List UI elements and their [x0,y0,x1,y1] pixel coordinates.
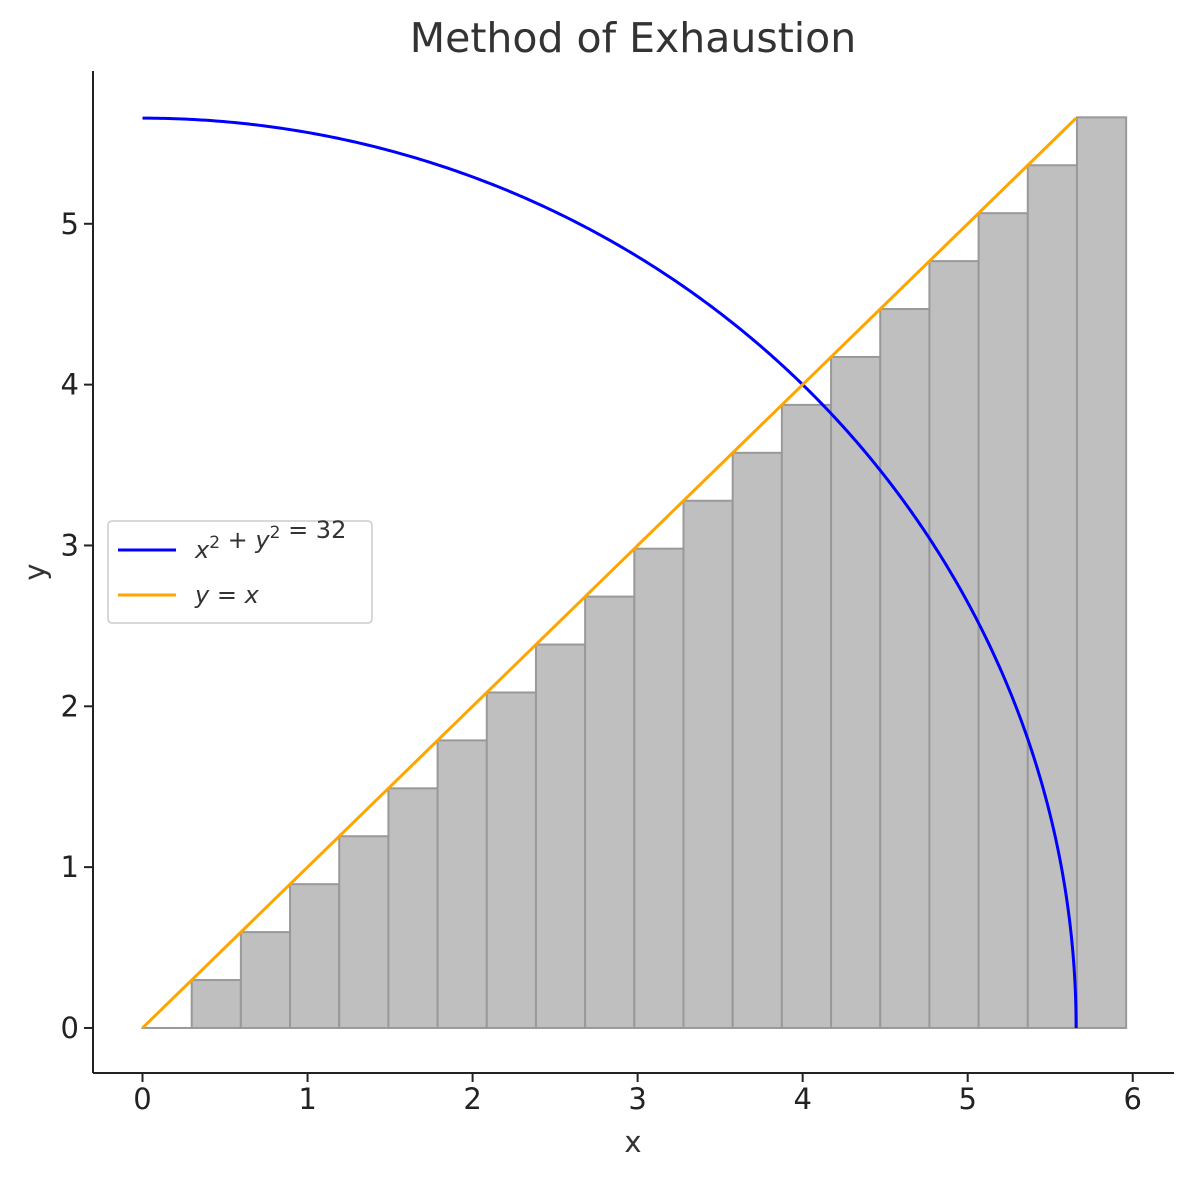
y-tick-label-4: 4 [61,368,79,402]
bar-6 [436,739,488,1029]
series-group [141,116,1078,1030]
bar-4 [338,835,390,1029]
bar-8 [534,643,587,1029]
bar-14 [830,355,882,1029]
bar-16 [928,260,980,1029]
legend-frame [107,520,373,624]
bar-12 [731,451,783,1029]
legend-entry-circle: x2 + y2 = 32 [194,516,346,564]
legend: x2 + y2 = 32 y = x [107,516,373,624]
bar-5 [387,787,439,1029]
series-line-1 [141,117,1078,1030]
bar-1 [190,979,242,1029]
bar-2 [239,931,292,1029]
bar-17 [977,212,1029,1029]
chart-title: Method of Exhaustion [410,14,857,62]
bar-18 [1026,164,1078,1029]
bar-3 [289,883,341,1029]
y-tick-label-5: 5 [61,207,79,241]
x-tick-label-4: 4 [793,1082,811,1116]
bars-group [141,116,1128,1029]
bar-13 [780,403,833,1029]
x-tick-label-5: 5 [958,1082,976,1116]
x-tick-label-6: 6 [1124,1082,1142,1116]
y-tick-label-3: 3 [61,528,79,562]
y-tick-label-1: 1 [61,850,79,884]
x-tick-label-3: 3 [628,1082,646,1116]
bar-19 [1075,116,1128,1029]
bar-15 [879,308,931,1029]
x-axis-label: x [624,1125,641,1159]
y-axis-label: y [18,563,52,580]
bar-7 [485,691,537,1029]
x-tick-label-1: 1 [298,1082,316,1116]
bar-10 [633,547,685,1029]
y-tick-label-0: 0 [61,1011,79,1045]
legend-entry-line: y = x [194,581,260,609]
bar-9 [584,595,636,1029]
x-tick-label-2: 2 [463,1082,481,1116]
y-ticks: 0 1 2 3 4 5 [61,207,93,1045]
x-ticks: 0 1 2 3 4 5 6 [133,1073,1142,1116]
bar-11 [682,499,734,1029]
y-tick-label-2: 2 [61,689,79,723]
x-tick-label-0: 0 [133,1082,151,1116]
